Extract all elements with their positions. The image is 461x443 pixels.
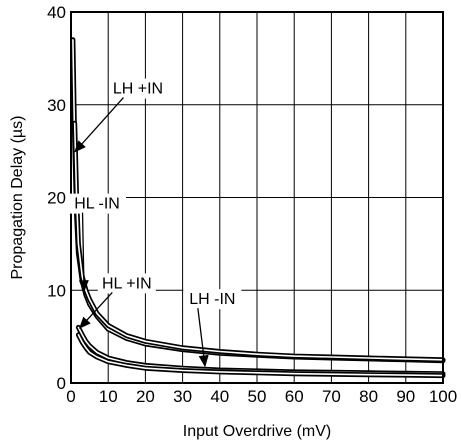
series-lines xyxy=(70,37,446,379)
y-tick-label-3: 30 xyxy=(47,96,66,115)
annotation-bg-hl-in xyxy=(97,273,156,294)
annotation-arrow-lh-in xyxy=(74,97,124,153)
annotations: LH +IN HL -IN HL +IN LH -IN xyxy=(68,78,242,368)
series-line-hl-in xyxy=(72,120,446,363)
annotation-arrow-hl-in xyxy=(78,291,113,329)
series-line-inner-lh-in xyxy=(77,333,444,377)
annotation-arrow-lh-in xyxy=(197,308,209,368)
x-axis-label: Input Overdrive (mV) xyxy=(183,423,331,440)
annotation-arrow-hl-in xyxy=(78,212,89,293)
x-tick-label-2: 20 xyxy=(136,387,155,406)
x-tick-label-0: 0 xyxy=(66,387,75,406)
x-tick-label-1: 10 xyxy=(99,387,118,406)
annotation-bg-hl-in xyxy=(68,193,127,214)
y-tick-label-1: 10 xyxy=(47,281,66,300)
x-tick-label-8: 80 xyxy=(359,387,378,406)
y-tick-label-0: 0 xyxy=(57,374,66,393)
series-line-inner-hl-in xyxy=(73,122,444,361)
annotation-label-lh-in: LH -IN xyxy=(189,291,235,308)
grid xyxy=(71,12,443,383)
y-tick-label-2: 20 xyxy=(47,189,66,208)
x-tick-label-10: 100 xyxy=(429,387,457,406)
annotation-label-lh-in: LH +IN xyxy=(113,81,163,98)
x-tick-label-9: 90 xyxy=(396,387,415,406)
annotation-label-hl-in: HL -IN xyxy=(74,196,120,213)
annotation-label-hl-in: HL +IN xyxy=(102,275,152,292)
x-tick-label-6: 60 xyxy=(285,387,304,406)
x-tick-label-7: 70 xyxy=(322,387,341,406)
x-tick-label-5: 50 xyxy=(248,387,267,406)
x-tick-label-4: 40 xyxy=(210,387,229,406)
annotation-bg-lh-in xyxy=(108,78,167,99)
y-tick-label-4: 40 xyxy=(47,3,66,22)
y-axis-label: Propagation Delay (µs) xyxy=(9,116,26,280)
tick-labels: 0 10 20 30 40 50 60 70 80 90 100 0 10 20 30 40 xyxy=(47,3,457,406)
annotation-bg-lh-in xyxy=(183,289,242,310)
x-tick-label-3: 30 xyxy=(173,387,192,406)
